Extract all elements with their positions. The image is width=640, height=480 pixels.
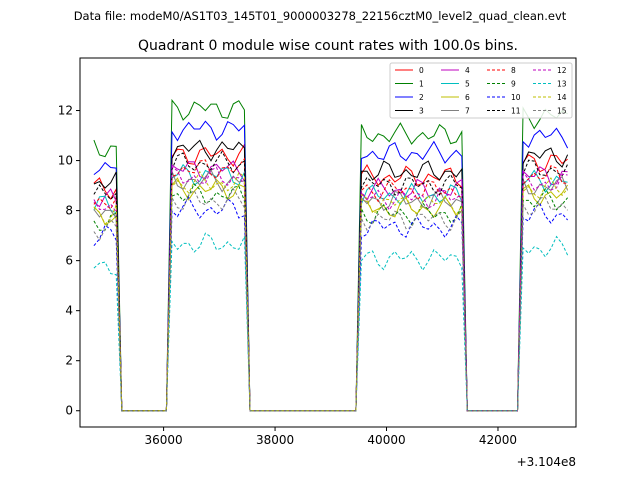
legend-label-10: 10 — [511, 93, 521, 102]
legend-label-7: 7 — [465, 107, 470, 116]
legend-label-1: 1 — [419, 80, 424, 89]
legend-label-11: 11 — [511, 107, 521, 116]
y-tick-label: 0 — [65, 404, 73, 418]
x-offset-label: +3.104e8 — [517, 455, 576, 469]
legend-label-15: 15 — [557, 107, 567, 116]
x-tick-label: 42000 — [479, 433, 517, 447]
legend-label-13: 13 — [557, 80, 567, 89]
y-tick-label: 4 — [65, 304, 73, 318]
axis-ticks: 36000 38000 40000 42000 0 2 4 6 8 10 12 — [58, 104, 517, 447]
y-tick-label: 2 — [65, 354, 73, 368]
y-tick-label: 10 — [58, 154, 73, 168]
y-tick-label: 6 — [65, 254, 73, 268]
legend-label-2: 2 — [419, 93, 424, 102]
x-tick-label: 36000 — [145, 433, 183, 447]
legend-label-5: 5 — [465, 80, 470, 89]
y-tick-label: 12 — [58, 104, 73, 118]
legend-label-4: 4 — [465, 66, 470, 75]
legend-label-3: 3 — [419, 107, 424, 116]
legend-label-12: 12 — [557, 66, 567, 75]
series-line-12 — [93, 166, 568, 412]
legend-label-9: 9 — [511, 80, 516, 89]
legend-label-8: 8 — [511, 66, 516, 75]
series-lines — [93, 98, 569, 412]
legend-box — [389, 62, 573, 119]
suptitle: Data file: modeM0/AS1T03_145T01_90000032… — [74, 9, 567, 23]
legend-label-6: 6 — [465, 93, 470, 102]
x-tick-label: 38000 — [256, 433, 294, 447]
x-tick-label: 40000 — [367, 433, 405, 447]
plot-frame — [79, 57, 577, 428]
y-tick-label: 8 — [65, 204, 73, 218]
legend-label-14: 14 — [557, 93, 567, 102]
chart-title: Quadrant 0 module wise count rates with … — [138, 38, 518, 54]
series-line-15 — [93, 187, 568, 412]
legend-label-0: 0 — [419, 66, 424, 75]
